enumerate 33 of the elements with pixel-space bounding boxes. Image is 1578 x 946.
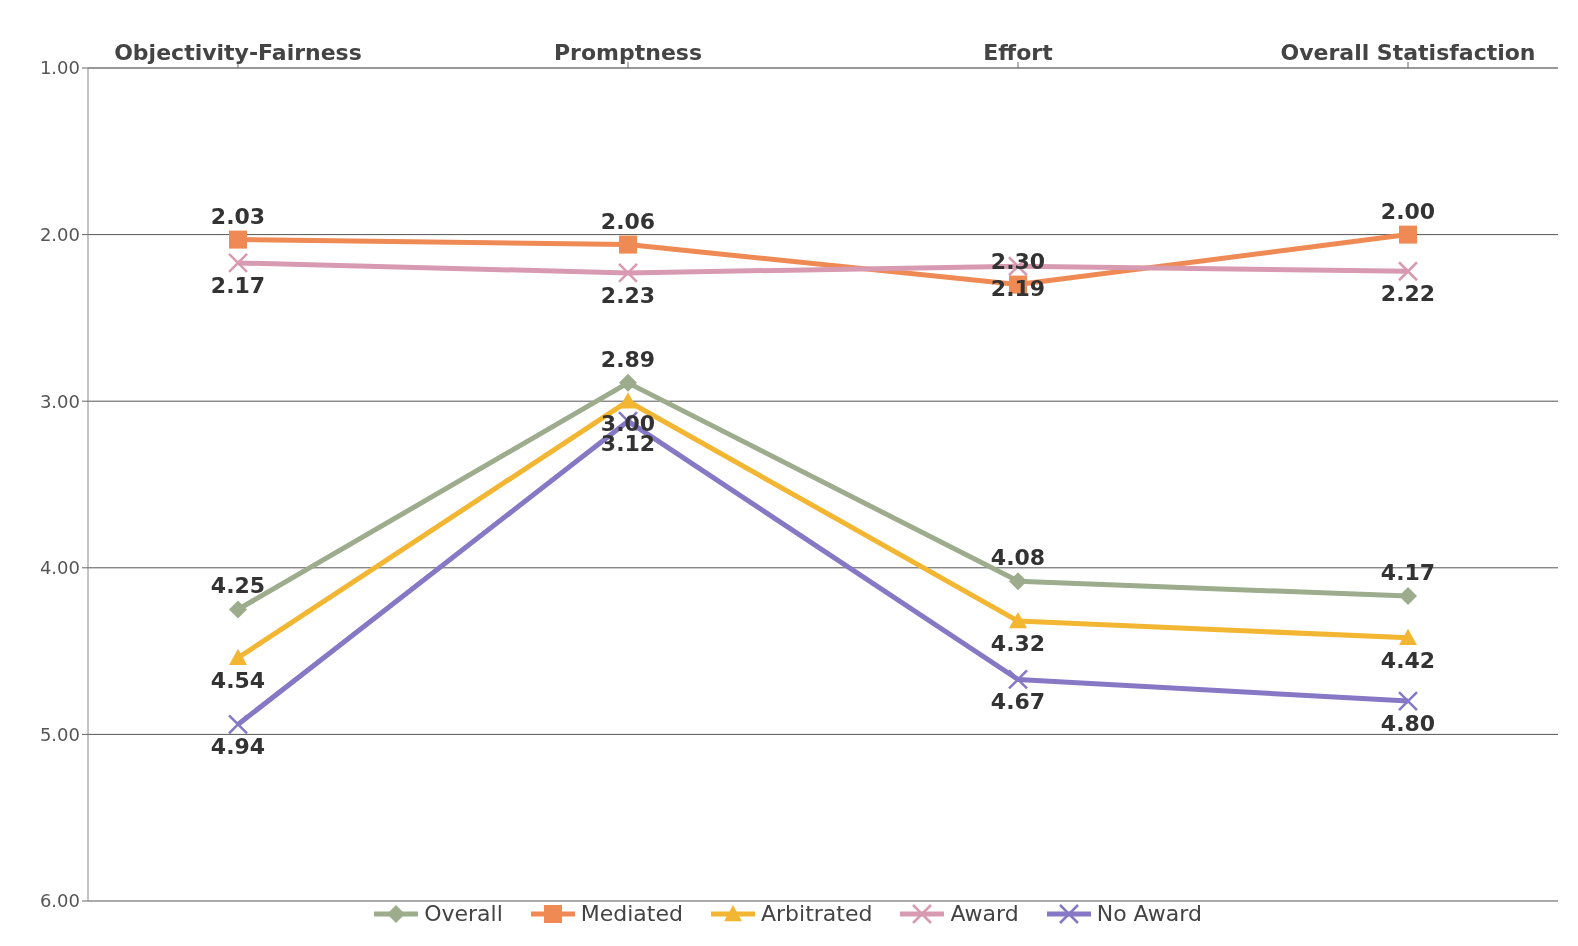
data-label: 3.12 <box>600 431 656 457</box>
data-label: 2.17 <box>210 272 266 298</box>
data-label: 2.89 <box>600 346 656 372</box>
y-tick-label: 3.00 <box>39 390 80 412</box>
y-tick-label: 5.00 <box>39 723 80 745</box>
x-tick-label: Overall Statisfaction <box>1280 40 1536 65</box>
data-label: 2.30 <box>990 248 1046 274</box>
data-label: 4.42 <box>1380 647 1436 673</box>
data-label: 4.94 <box>210 734 266 760</box>
x-tick-label: Effort <box>983 40 1054 65</box>
y-tick-label: 6.00 <box>39 890 80 912</box>
legend-label: Arbitrated <box>759 901 873 926</box>
legend-label: Award <box>949 901 1019 926</box>
data-label: 4.32 <box>990 631 1046 657</box>
data-label: 2.22 <box>1380 281 1436 307</box>
y-tick-label: 4.00 <box>39 557 80 579</box>
x-tick-label: Promptness <box>553 40 703 65</box>
y-tick-label: 2.00 <box>39 223 80 245</box>
y-tick-label: 1.00 <box>39 57 80 79</box>
x-tick-label: Objectivity-Fairness <box>114 40 362 65</box>
data-label: 2.00 <box>1380 198 1436 224</box>
data-label: 4.54 <box>210 667 266 693</box>
data-label: 4.17 <box>1380 560 1436 586</box>
legend-label: No Award <box>1095 901 1202 926</box>
legend-label: Overall <box>423 901 503 926</box>
legend-label: Mediated <box>579 901 683 926</box>
data-label: 4.67 <box>990 689 1046 715</box>
data-label: 4.80 <box>1380 711 1436 737</box>
data-label: 4.25 <box>210 573 266 599</box>
data-label: 2.06 <box>600 208 656 234</box>
data-label: 2.23 <box>600 282 656 308</box>
data-label: 2.03 <box>210 203 266 229</box>
data-label: 4.08 <box>990 545 1046 571</box>
